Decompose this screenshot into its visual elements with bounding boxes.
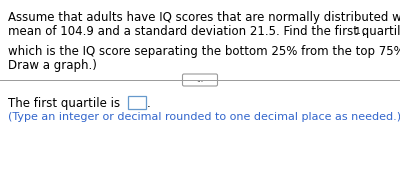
Text: (Type an integer or decimal rounded to one decimal place as needed.): (Type an integer or decimal rounded to o… [8,112,400,122]
Text: .: . [147,97,151,110]
FancyBboxPatch shape [128,96,146,109]
Text: Draw a graph.): Draw a graph.) [8,59,97,72]
Text: 1: 1 [355,27,361,36]
Text: Assume that adults have IQ scores that are normally distributed with a: Assume that adults have IQ scores that a… [8,11,400,24]
Text: mean of 104.9 and a standard deviation 21.5. Find the first quartile Q: mean of 104.9 and a standard deviation 2… [8,25,400,38]
Text: ,: , [361,25,365,38]
Text: ...: ... [196,76,204,85]
FancyBboxPatch shape [182,74,218,86]
Text: which is the IQ score separating the bottom 25% from the top 75%. (Hint:: which is the IQ score separating the bot… [8,45,400,58]
Text: The first quartile is: The first quartile is [8,97,124,110]
